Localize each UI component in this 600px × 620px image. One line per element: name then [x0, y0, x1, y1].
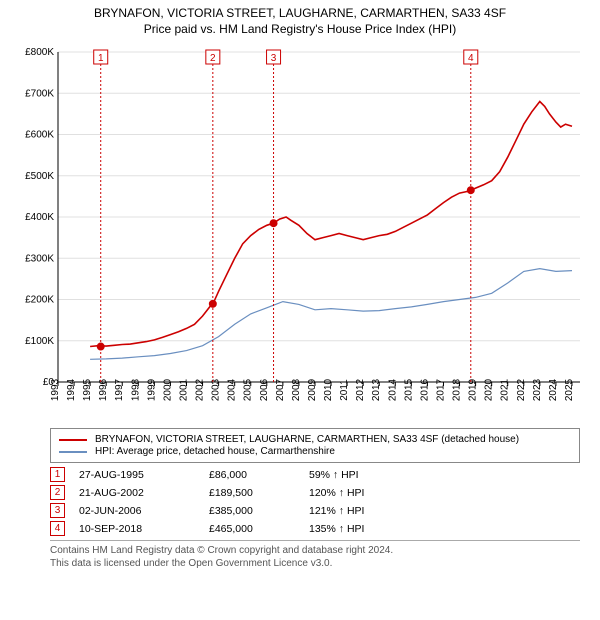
svg-text:3: 3	[271, 53, 277, 64]
footer: Contains HM Land Registry data © Crown c…	[50, 540, 580, 570]
legend-swatch-property	[59, 439, 87, 441]
legend-label-hpi: HPI: Average price, detached house, Carm…	[95, 446, 335, 457]
sale-date: 10-SEP-2018	[79, 523, 209, 535]
sale-date: 27-AUG-1995	[79, 469, 209, 481]
sale-marker: 4	[50, 521, 65, 536]
svg-text:£500K: £500K	[25, 171, 54, 182]
svg-text:2: 2	[210, 53, 216, 64]
sale-marker: 1	[50, 467, 65, 482]
chart-subtitle: Price paid vs. HM Land Registry's House …	[10, 22, 590, 36]
sale-pct: 121% ↑ HPI	[309, 505, 429, 517]
svg-text:£700K: £700K	[25, 88, 54, 99]
svg-text:1: 1	[98, 53, 104, 64]
sales-row: 1 27-AUG-1995£86,00059% ↑ HPI	[50, 467, 580, 482]
chart-title: BRYNAFON, VICTORIA STREET, LAUGHARNE, CA…	[10, 6, 590, 20]
sale-price: £189,500	[209, 487, 309, 499]
svg-text:4: 4	[468, 53, 474, 64]
sale-date: 21-AUG-2002	[79, 487, 209, 499]
svg-text:£800K: £800K	[25, 47, 54, 58]
chart-plot-area: £0£100K£200K£300K£400K£500K£600K£700K£80…	[10, 42, 590, 422]
svg-text:£100K: £100K	[25, 336, 54, 347]
sale-date: 02-JUN-2006	[79, 505, 209, 517]
sales-row: 2 21-AUG-2002£189,500120% ↑ HPI	[50, 485, 580, 500]
sale-price: £86,000	[209, 469, 309, 481]
svg-text:£600K: £600K	[25, 130, 54, 141]
sale-pct: 59% ↑ HPI	[309, 469, 429, 481]
footer-line-1: Contains HM Land Registry data © Crown c…	[50, 544, 580, 557]
sales-row: 3 02-JUN-2006£385,000121% ↑ HPI	[50, 503, 580, 518]
svg-text:£400K: £400K	[25, 212, 54, 223]
sale-price: £385,000	[209, 505, 309, 517]
legend: BRYNAFON, VICTORIA STREET, LAUGHARNE, CA…	[50, 428, 580, 463]
legend-row-property: BRYNAFON, VICTORIA STREET, LAUGHARNE, CA…	[59, 434, 571, 445]
svg-text:£200K: £200K	[25, 295, 54, 306]
sale-marker: 3	[50, 503, 65, 518]
sale-pct: 135% ↑ HPI	[309, 523, 429, 535]
sales-table: 1 27-AUG-1995£86,00059% ↑ HPI 2 21-AUG-2002…	[50, 467, 580, 536]
legend-swatch-hpi	[59, 451, 87, 453]
chart-container: BRYNAFON, VICTORIA STREET, LAUGHARNE, CA…	[0, 0, 600, 574]
footer-line-2: This data is licensed under the Open Gov…	[50, 557, 580, 570]
legend-row-hpi: HPI: Average price, detached house, Carm…	[59, 446, 571, 457]
svg-text:£300K: £300K	[25, 253, 54, 264]
legend-label-property: BRYNAFON, VICTORIA STREET, LAUGHARNE, CA…	[95, 434, 519, 445]
sale-pct: 120% ↑ HPI	[309, 487, 429, 499]
line-chart-svg: £0£100K£200K£300K£400K£500K£600K£700K£80…	[10, 42, 590, 422]
sale-marker: 2	[50, 485, 65, 500]
sale-price: £465,000	[209, 523, 309, 535]
sales-row: 4 10-SEP-2018£465,000135% ↑ HPI	[50, 521, 580, 536]
